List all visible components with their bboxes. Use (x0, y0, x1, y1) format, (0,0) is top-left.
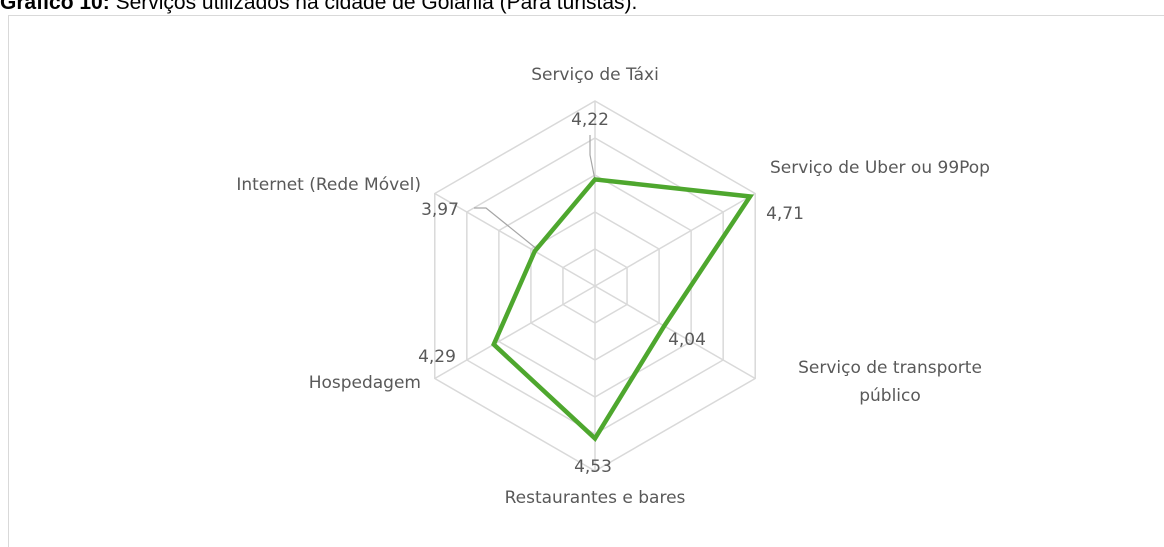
spoke (594, 192, 756, 287)
category-label: Serviço de transporte público (798, 358, 982, 406)
value-label: 4,53 (574, 457, 612, 477)
leader-line (474, 207, 539, 251)
value-label: 4,22 (571, 110, 609, 130)
value-label: 4,29 (418, 347, 456, 367)
value-label: 3,97 (421, 200, 459, 220)
value-label: 4,04 (668, 330, 706, 350)
title-text: Serviços utilizados na cidade de Goiânia… (115, 0, 638, 14)
spoke (594, 285, 756, 380)
title-label: Gráfico 10: (0, 0, 110, 14)
category-label: Internet (Rede Móvel) (236, 175, 421, 195)
leader-line (589, 135, 596, 181)
category-label: Hospedagem (308, 373, 421, 393)
spoke (434, 285, 596, 380)
value-label: 4,71 (766, 204, 804, 224)
category-label: Serviço de Táxi (531, 65, 659, 85)
spoke (434, 192, 596, 287)
title: Gráfico 10: Serviços utilizados na cidad… (0, 0, 637, 15)
category-label: Serviço de Uber ou 99Pop (770, 158, 990, 178)
chart-frame (8, 15, 1164, 547)
category-label: Restaurantes e bares (504, 488, 686, 508)
series-line (491, 177, 755, 442)
